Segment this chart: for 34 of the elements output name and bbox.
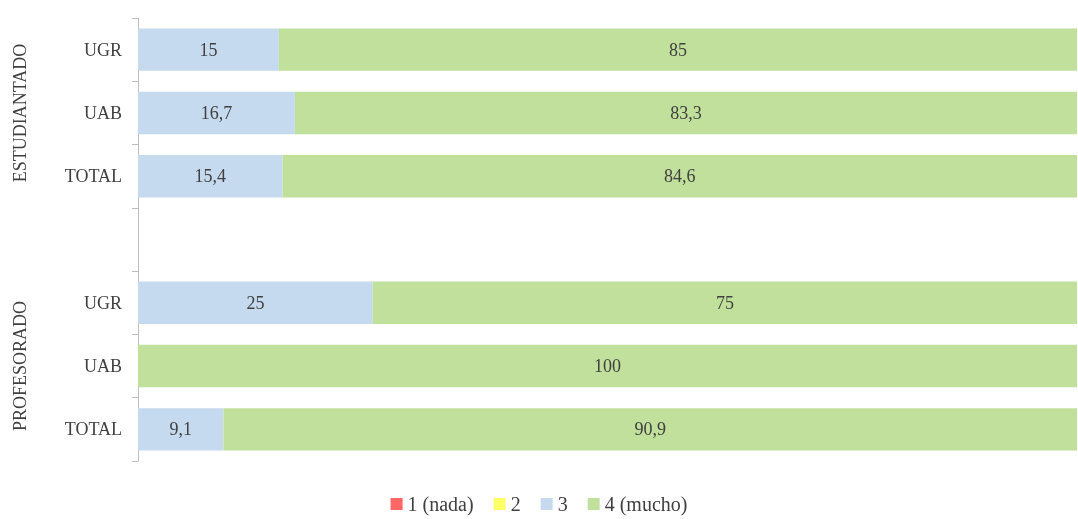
bar — [223, 408, 1077, 451]
bar — [138, 155, 283, 198]
data-label: 100 — [594, 356, 621, 377]
text: PROFESORADO — [10, 301, 30, 432]
legend-label: 4 (mucho) — [604, 493, 688, 516]
legend-label: 3 — [557, 493, 568, 515]
bar — [138, 28, 279, 71]
data-label: 75 — [715, 292, 734, 313]
y-tick-label: TOTAL — [64, 419, 122, 440]
bar — [138, 408, 224, 451]
y-tick-label: UGR — [83, 39, 122, 60]
data-label: 15,4 — [194, 166, 227, 187]
data-label: 84,6 — [664, 166, 696, 187]
data-label: 15 — [199, 39, 218, 60]
data-label: 9,1 — [169, 419, 192, 440]
text: ESTUDIANTADO — [10, 43, 30, 183]
data-label: 83,3 — [670, 102, 702, 123]
data-label: 25 — [246, 292, 265, 313]
y-tick-label: TOTAL — [64, 166, 122, 187]
bar — [278, 28, 1077, 71]
legend-label: 1 (nada) — [407, 493, 474, 516]
bar — [138, 91, 295, 135]
data-label: 85 — [668, 39, 687, 60]
bar — [294, 91, 1077, 135]
y-tick-label: UGR — [83, 292, 122, 313]
data-label: 90,9 — [634, 419, 666, 440]
bar — [282, 155, 1077, 198]
bar — [372, 281, 1077, 324]
y-tick-label: UAB — [83, 102, 122, 123]
legend-label: 2 — [510, 493, 521, 515]
data-label: 16,7 — [200, 102, 233, 123]
bar — [138, 344, 1077, 388]
bar — [138, 281, 373, 324]
y-tick-label: UAB — [83, 356, 122, 377]
